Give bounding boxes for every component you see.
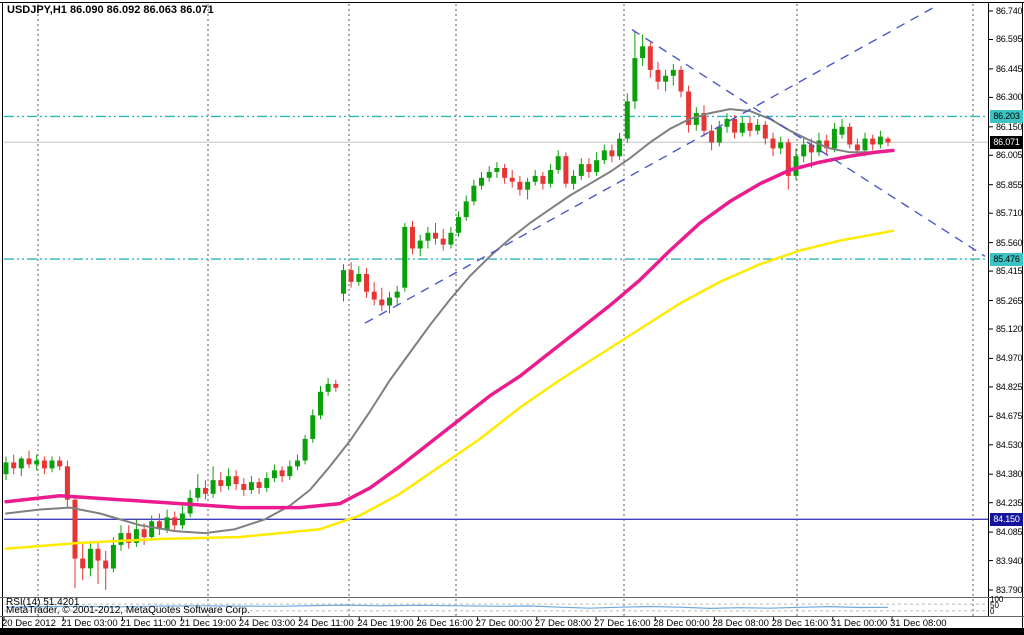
time-tick-label: 20 Dec 2012 [2, 618, 56, 629]
time-tick-label: 28 Dec 00:00 [653, 618, 710, 629]
price-tick-label: 84.530 [996, 439, 1023, 450]
time-tick-label: 27 Dec 08:00 [534, 618, 592, 629]
ma-gray[interactable] [5, 108, 894, 535]
ma-magenta[interactable] [4, 148, 895, 510]
price-tick-label: 86.150 [996, 121, 1023, 132]
time-axis[interactable]: 20 Dec 2012 21 Dec 03:00 21 Dec 11:00 21 De… [0, 617, 1024, 629]
teal-level-badge: 86.203 [990, 109, 1023, 123]
price-axis[interactable]: 86.740 86.595 86.445 86.300 86.150 86.005 85.8… [988, 0, 1024, 628]
price-tick-label: 84.970 [996, 353, 1023, 364]
price-tick-label: 84.675 [996, 411, 1023, 422]
navy-level-badge: 84.150 [990, 512, 1023, 526]
time-tick-label: 24 Dec 11:00 [298, 618, 354, 629]
indicator-scale-50: 50 [990, 601, 999, 610]
price-tick-label: 83.790 [996, 585, 1023, 595]
price-tick-label: 86.595 [996, 34, 1023, 45]
time-axis-ticks [3, 617, 893, 621]
rsi-indicator-label: RSI(14) 51.4201 [6, 597, 80, 608]
time-tick-label: 31 Dec 08:00 [890, 618, 947, 629]
time-tick-label: 24 Dec 19:00 [357, 618, 414, 629]
bottom-edge-bar [0, 628, 1024, 635]
day-separators [37, 4, 974, 616]
time-tick-label: 31 Dec 00:00 [830, 618, 888, 629]
teal-level-badge: 85.476 [990, 252, 1023, 266]
time-tick-label: 26 Dec 16:00 [416, 618, 473, 629]
price-tick-label: 84.825 [996, 381, 1023, 392]
time-tick-label: 28 Dec 08:00 [712, 618, 769, 629]
price-tick-label: 85.560 [996, 237, 1023, 248]
price-tick-label: 85.120 [996, 323, 1023, 334]
time-tick-label: 21 Dec 03:00 [61, 618, 118, 629]
price-tick-label: 85.415 [996, 266, 1023, 277]
time-tick-label: 27 Dec 00:00 [475, 618, 533, 629]
price-tick-label: 86.740 [996, 6, 1023, 16]
time-tick-label: 24 Dec 03:00 [238, 618, 296, 629]
branding-text: MetaTrader, © 2001-2012, MetaQuotes Soft… [6, 605, 250, 616]
time-tick-label: 21 Dec 11:00 [120, 618, 177, 629]
current-price-badge: 86.071 [990, 135, 1023, 149]
price-tick-label: 84.380 [996, 469, 1023, 480]
price-tick-label: 86.005 [996, 150, 1023, 161]
indicator-scale-100: 100 [990, 595, 1004, 604]
price-tick-label: 84.235 [996, 497, 1023, 508]
time-tick-label: 21 Dec 19:00 [179, 618, 237, 629]
price-tick-label: 85.265 [996, 295, 1023, 306]
time-tick-label: 27 Dec 16:00 [594, 618, 651, 629]
price-tick-label: 86.445 [996, 63, 1023, 74]
price-tick-label: 84.085 [996, 527, 1023, 538]
indicator-scale-0: 0 [990, 607, 995, 616]
ma-yellow[interactable] [4, 229, 895, 551]
price-tick-label: 83.940 [996, 555, 1023, 566]
price-tick-label: 85.710 [996, 208, 1023, 219]
time-tick-label: 28 Dec 16:00 [771, 618, 829, 629]
price-tick-label: 86.300 [996, 92, 1023, 103]
rsi-subwindow[interactable] [4, 603, 988, 612]
rsi-line [5, 604, 889, 610]
ascending-trendline[interactable] [364, 4, 939, 324]
chart-title: USDJPY,H1 86.090 86.092 86.063 86.071 [7, 4, 214, 16]
price-tick-label: 85.855 [996, 179, 1023, 190]
candles-layer [3, 30, 891, 590]
descending-trendline[interactable] [631, 29, 986, 257]
